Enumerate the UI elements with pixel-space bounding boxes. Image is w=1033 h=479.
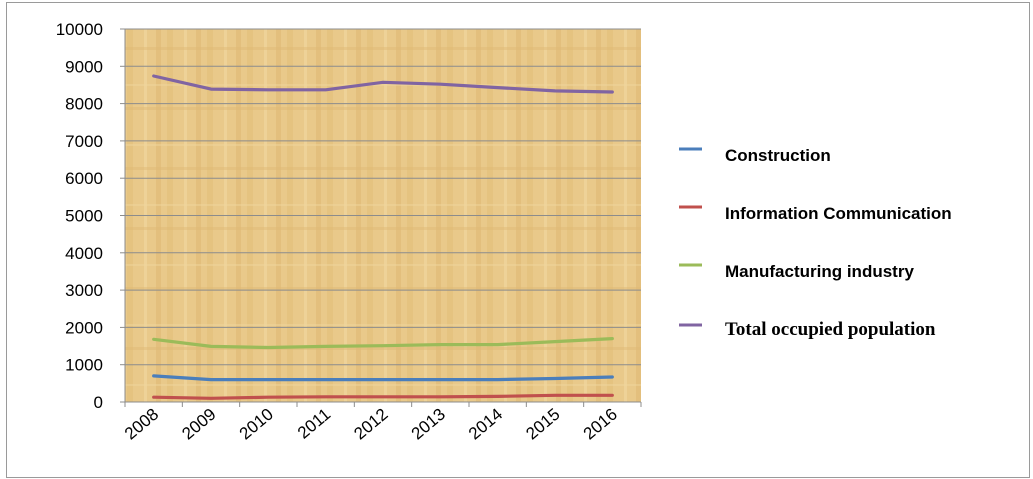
legend-label-1: Information Communication	[725, 204, 952, 223]
x-tick-label-2011: 2011	[294, 405, 334, 443]
legend-label-2: Manufacturing industry	[725, 262, 914, 281]
x-tick-label-2010: 2010	[236, 405, 277, 444]
y-tick-label-5000: 5000	[65, 207, 103, 226]
y-tick-label-4000: 4000	[65, 244, 103, 263]
x-tick-label-2009: 2009	[178, 405, 219, 444]
chart-frame: 0 1000 2000 3000 4000 5000 6000 7000 8000 9000 100…	[6, 2, 1030, 478]
y-tick-label-7000: 7000	[65, 132, 103, 151]
line-chart: 0 1000 2000 3000 4000 5000 6000 7000 8000 9000 100…	[56, 20, 952, 444]
y-tick-label-3000: 3000	[65, 281, 103, 300]
legend: Construction Information Communication Man…	[679, 146, 952, 340]
x-tick-label-2013: 2013	[408, 405, 449, 444]
x-tick-label-2012: 2012	[350, 405, 391, 444]
legend-label-3: Total occupied population	[725, 319, 936, 340]
y-tick-label-1000: 1000	[65, 356, 103, 375]
x-axis-ticks: 2008 2009 2010 2011 2012 2013 2014 2015 2016	[121, 402, 642, 444]
series-line-2	[152, 337, 614, 350]
y-tick-label-6000: 6000	[65, 169, 103, 188]
series-line-0	[152, 374, 614, 382]
x-tick-label-2016: 2016	[580, 405, 621, 444]
gridlines	[125, 28, 641, 366]
x-tick-label-2015: 2015	[522, 405, 563, 444]
x-tick-label-2008: 2008	[121, 405, 162, 444]
series-line-1	[152, 393, 614, 400]
y-tick-label-10000: 10000	[56, 20, 103, 39]
y-tick-label-8000: 8000	[65, 95, 103, 114]
x-tick-label-2014: 2014	[465, 405, 506, 444]
y-tick-label-2000: 2000	[65, 318, 103, 337]
y-tick-label-9000: 9000	[65, 57, 103, 76]
y-tick-label-0: 0	[94, 393, 103, 412]
series-line-3	[152, 74, 614, 94]
series-lines	[152, 74, 614, 400]
y-axis-ticks: 0 1000 2000 3000 4000 5000 6000 7000 8000 9000 100…	[56, 20, 125, 412]
legend-label-0: Construction	[725, 146, 831, 165]
